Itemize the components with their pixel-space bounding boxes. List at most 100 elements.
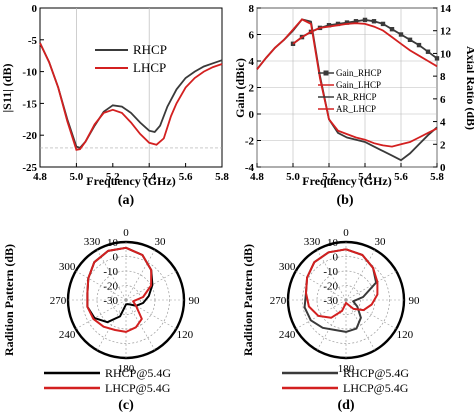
series-d <box>303 248 379 333</box>
angle-label: 30 <box>155 236 167 248</box>
legend-label-ar-rhcp: AR_RHCP <box>336 92 377 102</box>
angle-label: 180 <box>118 363 135 375</box>
legend-a: RHCP LHCP <box>95 42 167 75</box>
polar-spoke <box>345 270 397 301</box>
y-tick-label: -20 <box>22 130 37 142</box>
x-axis-label-a: Frequency (GHz) <box>86 174 175 188</box>
angle-label: 270 <box>50 295 67 307</box>
series-b <box>256 17 440 162</box>
legend-label-gain-rhcp: Gain_RHCP <box>336 68 382 78</box>
angle-label: 330 <box>84 236 101 248</box>
polar-spoke <box>125 299 156 351</box>
y-tick-label: 2 <box>249 83 255 95</box>
panel-b: 4.8 5.0 5.2 5.4 5.6 5.8 8 6 4 2 0 -2 -4 14 12 10 8 6 4 2 0… <box>233 3 474 208</box>
legend-label-rhcp-a: RHCP <box>133 42 167 57</box>
r-ticks-c: 10 0 -10 -20 -30 <box>103 237 118 307</box>
polar-ring <box>111 285 141 315</box>
series-a <box>39 42 223 151</box>
polar-ring <box>302 256 390 344</box>
r-tick-label: -20 <box>323 281 338 293</box>
grid-a <box>40 8 222 167</box>
polar-spoke <box>345 299 397 330</box>
x-tick-label: 5.2 <box>322 171 336 183</box>
polar-spoke <box>345 299 376 351</box>
angle-label: 120 <box>177 329 194 341</box>
plot-frame-a <box>39 7 223 168</box>
polar-spoke <box>96 299 127 351</box>
y2-tick-label: 4 <box>440 117 446 129</box>
legend-label-lhcp-c: LHCP@5.4G <box>105 381 171 395</box>
series-line-rhcp <box>39 42 223 149</box>
caption-a: (a) <box>118 193 135 208</box>
x-tick-label: 5.0 <box>70 171 84 183</box>
data-point <box>335 21 341 27</box>
x-ticks-b: 4.8 5.0 5.2 5.4 5.6 5.8 <box>250 163 444 183</box>
y-axis-label-b: Gain (dBic) <box>233 58 247 118</box>
caption-b: (b) <box>336 193 353 208</box>
polar-spoke <box>96 249 127 301</box>
data-point <box>407 37 413 42</box>
y2-ticks-b: 14 12 10 8 6 4 2 0 <box>433 3 452 174</box>
angle-label: 240 <box>59 329 76 341</box>
legend-c: RHCP@5.4G LHCP@5.4G <box>44 366 171 395</box>
panel-d: 10 0 -10 -20 -30 0 30 90 120 180 240 270 300 330 Rad… <box>241 227 420 413</box>
polar-grid-c <box>66 240 186 360</box>
data-point <box>326 23 332 28</box>
angle-label: 330 <box>304 236 321 248</box>
x-tick-label: 5.8 <box>430 171 444 183</box>
series-line-ar-lhcp <box>256 18 438 148</box>
y-axis-label-a: |S11| (dB) <box>0 64 14 113</box>
x-tick-label: 5.2 <box>106 171 120 183</box>
r-axis-label-c: Radition Pattern (dB) <box>2 244 16 356</box>
y2-tick-label: 0 <box>440 162 446 174</box>
y-tick-label: -4 <box>245 162 255 174</box>
legend-label-rhcp-d: RHCP@5.4G <box>343 366 409 380</box>
y2-tick-label: 14 <box>440 3 452 15</box>
polar-spoke <box>75 299 127 330</box>
x-tick-label: 5.6 <box>394 171 408 183</box>
x-ticks-a: 4.8 5.0 5.2 5.4 5.6 5.8 <box>33 163 229 183</box>
y2-tick-label: 2 <box>440 139 446 151</box>
y-tick-label: -10 <box>22 67 37 79</box>
polar-spoke <box>295 299 347 330</box>
x-tick-label: 5.4 <box>142 171 156 183</box>
angle-labels-c: 0 30 90 120 180 240 270 300 330 <box>50 227 200 375</box>
x-tick-label: 5.4 <box>358 171 372 183</box>
r-tick-label: -10 <box>103 266 118 278</box>
polar-spoke <box>345 249 376 301</box>
y-tick-label: -2 <box>245 136 255 148</box>
y2-tick-label: 10 <box>440 48 452 60</box>
x-tick-label: 4.8 <box>33 171 47 183</box>
r-tick-label: -30 <box>103 295 118 307</box>
angle-label: 300 <box>279 261 296 273</box>
panel-a: 4.8 5.0 5.2 5.4 5.6 5.8 0 -5 -10 -15 -20 -25 Frequ… <box>0 3 229 208</box>
r-tick-label: 10 <box>107 237 119 249</box>
r-tick-label: -10 <box>323 266 338 278</box>
y2-tick-label: 8 <box>440 71 446 83</box>
y-tick-label: 0 <box>32 3 38 15</box>
legend-label-ar-lhcp: AR_LHCP <box>336 104 376 114</box>
series-line-lhcp <box>39 42 223 151</box>
y-tick-label: -5 <box>28 35 38 47</box>
r-tick-label: 0 <box>333 252 339 264</box>
angle-label: 300 <box>59 261 76 273</box>
y-tick-label: 4 <box>249 56 255 68</box>
data-point <box>398 32 404 37</box>
angle-label: 0 <box>123 227 129 239</box>
r-tick-label: 10 <box>327 237 339 249</box>
x-tick-label: 5.6 <box>179 171 193 183</box>
y-tick-label: -25 <box>22 162 37 174</box>
r-tick-label: -30 <box>323 295 338 307</box>
angle-label: 120 <box>397 329 414 341</box>
polar-spoke <box>125 249 156 301</box>
x-tick-label: 4.8 <box>250 171 264 183</box>
r-axis-label-d: Radition Pattern (dB) <box>241 244 255 356</box>
series-line-gain-lhcp <box>292 22 438 68</box>
legend-label-lhcp-a: LHCP <box>133 60 166 75</box>
legend-label-lhcp-d: LHCP@5.4G <box>343 381 409 395</box>
angle-label: 30 <box>375 236 387 248</box>
y2-tick-label: 6 <box>440 94 446 106</box>
r-ticks-d: 10 0 -10 -20 -30 <box>323 237 338 307</box>
r-tick-label: 0 <box>113 252 119 264</box>
